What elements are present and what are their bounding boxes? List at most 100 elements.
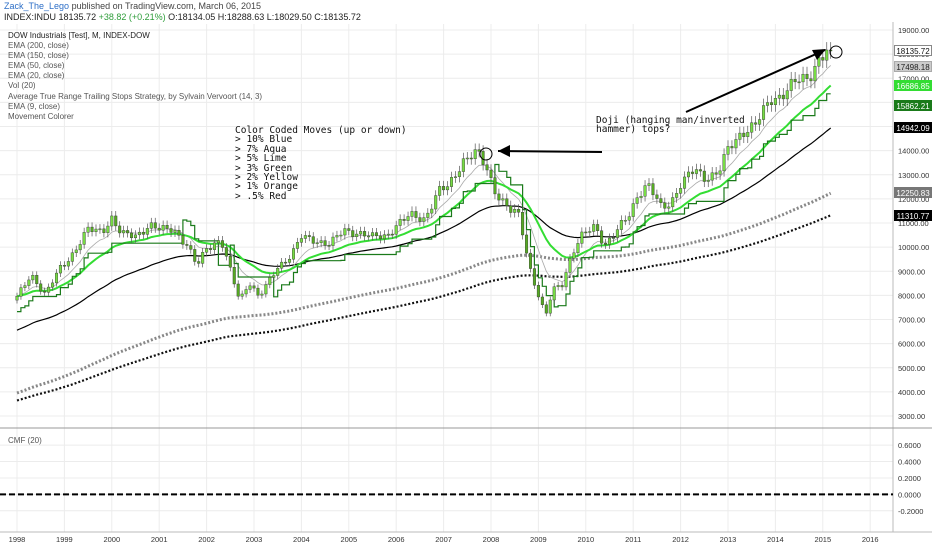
legend-item[interactable]: EMA (200, close): [8, 41, 69, 51]
x-tick-label: 2010: [577, 535, 594, 544]
y-tick-label: 0.4000: [898, 458, 921, 467]
candle-body: [130, 232, 134, 239]
candle-body: [805, 73, 809, 79]
symbol-line: INDEX:INDU 18135.72 +38.82 (+0.21%) O:18…: [4, 12, 361, 22]
candle-body: [31, 275, 35, 281]
candle-body: [339, 234, 343, 237]
candle-body: [197, 261, 201, 264]
candle-body: [94, 228, 98, 233]
candle-body: [43, 290, 47, 293]
legend-item[interactable]: Movement Colorer: [8, 111, 74, 121]
legend-item[interactable]: Average True Range Trailing Stops Strate…: [8, 91, 263, 101]
candle-body: [556, 285, 560, 287]
candle-body: [576, 243, 580, 254]
candle-body: [141, 231, 145, 235]
candle-body: [157, 227, 161, 231]
candle-body: [797, 81, 801, 84]
candle-body: [303, 235, 307, 239]
candle-body: [331, 236, 335, 246]
candle-body: [619, 220, 623, 230]
y-tick-label: 11000.00: [898, 219, 929, 228]
candle-body: [165, 224, 169, 229]
candle-body: [367, 235, 371, 238]
candle-body: [513, 209, 517, 213]
grid: [0, 24, 893, 532]
candle-body: [410, 211, 414, 217]
legend-item[interactable]: EMA (150, close): [8, 51, 69, 61]
candle-body: [746, 132, 750, 137]
publish-info: published on TradingView.com, March 06, …: [71, 1, 262, 11]
change: +38.82 (+0.21%): [98, 12, 166, 22]
x-tick-label: 2012: [672, 535, 689, 544]
x-tick-label: 1998: [9, 535, 26, 544]
candle-body: [359, 231, 363, 235]
candle-body: [517, 209, 521, 213]
publish-line: Zack_The_Lego published on TradingView.c…: [4, 1, 261, 11]
candle-body: [461, 158, 465, 172]
candle-body: [240, 293, 244, 297]
x-tick-label: 2007: [435, 535, 452, 544]
legend-item[interactable]: Vol (20): [8, 81, 36, 91]
candle-body: [205, 248, 209, 253]
candle-body: [734, 139, 738, 149]
candle-body: [529, 252, 533, 269]
candle-body: [564, 272, 568, 288]
candle-body: [560, 285, 564, 288]
candle-body: [548, 299, 552, 314]
candle-body: [86, 226, 90, 233]
candle-body: [675, 193, 679, 198]
y-tick-label: 8000.00: [898, 291, 925, 300]
author-name[interactable]: Zack_The_Lego: [4, 1, 70, 11]
doji-annotation: Doji (hanging man/inverted hammer) tops?: [596, 116, 745, 135]
candle-body: [493, 177, 497, 195]
candle-body: [813, 66, 817, 82]
legend-item[interactable]: EMA (50, close): [8, 61, 65, 71]
candle-body: [209, 248, 213, 250]
candle-body: [39, 283, 43, 292]
candle-body: [710, 172, 714, 181]
candle-body: [418, 217, 422, 222]
candle-body: [58, 265, 62, 274]
candle-body: [133, 234, 137, 239]
candle-body: [193, 249, 197, 262]
candle-body: [698, 169, 702, 172]
y-tick-label: 17000.00: [898, 74, 929, 83]
candle-body: [378, 235, 382, 240]
annotation-arrows: [479, 45, 843, 161]
candle-body: [161, 224, 165, 231]
candle-body: [750, 122, 754, 133]
candle-body: [110, 215, 114, 227]
x-tick-label: 2016: [862, 535, 879, 544]
legend-item[interactable]: DOW Industrials [Test], M, INDEX-DOW: [8, 31, 150, 40]
candle-body: [821, 57, 825, 61]
legend-item[interactable]: EMA (9, close): [8, 101, 61, 111]
candle-body: [738, 132, 742, 140]
candle-body: [635, 197, 639, 204]
candle-body: [374, 232, 378, 237]
candle-body: [718, 170, 722, 175]
candle-body: [386, 233, 390, 236]
x-tick-label: 2011: [625, 535, 641, 544]
candle-body: [212, 242, 216, 250]
candle-body: [185, 244, 189, 246]
candle-body: [51, 282, 55, 288]
candle-body: [687, 171, 691, 178]
legend-item[interactable]: EMA (20, close): [8, 71, 65, 81]
x-tick-label: 2003: [246, 535, 263, 544]
candle-body: [189, 245, 193, 250]
candle-body: [398, 219, 402, 226]
candle-body: [35, 275, 39, 285]
candle-body: [122, 230, 126, 234]
y-tick-label: 19000.00: [898, 26, 929, 35]
cmf-label[interactable]: CMF (20): [8, 436, 42, 445]
candle-body: [509, 205, 513, 213]
candle-body: [758, 119, 762, 125]
candle-body: [268, 277, 272, 285]
ema-20-line: [16, 84, 832, 298]
candle-body: [651, 183, 655, 196]
price-label: 18135.72: [894, 45, 932, 57]
candle-body: [177, 230, 181, 236]
candle-body: [102, 228, 106, 233]
y-tick-label: 3000.00: [898, 412, 925, 421]
